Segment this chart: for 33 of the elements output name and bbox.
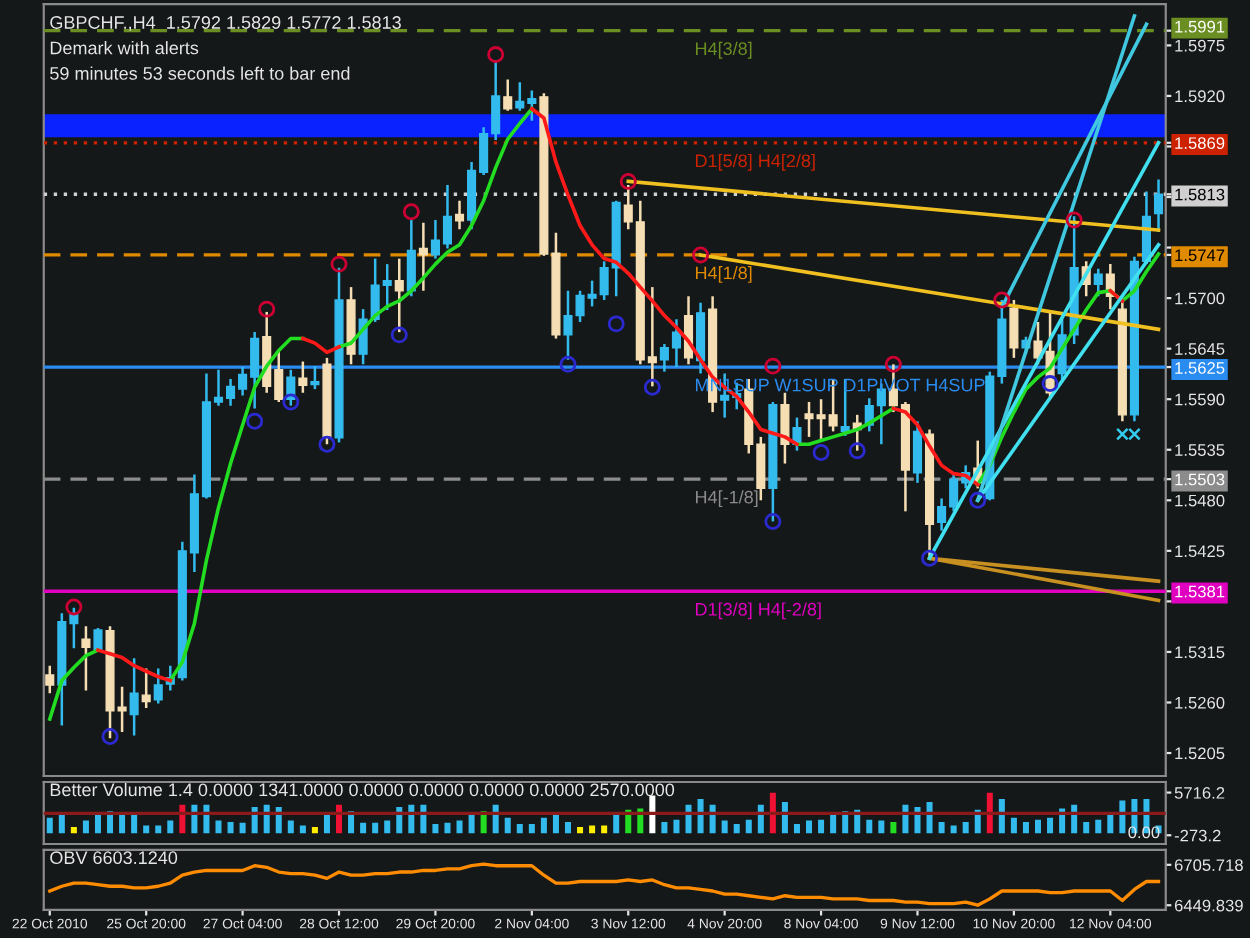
y-tick-label: 1.5590 [1175,393,1225,406]
y-tick-label: 5716.2 [1174,786,1225,799]
annotation: 59 minutes 53 seconds left to bar end [50,66,350,80]
ref-line-label: H4[-1/8] [695,490,758,508]
ref-line-label: D1[3/8] H4[-2/8] [695,602,821,620]
y-tick-label: 1.5381 [1175,585,1225,598]
y-tick-label: 1.5920 [1175,90,1225,103]
annotation: Demark with alerts [50,41,199,55]
y-tick-label: 1.5205 [1175,747,1225,760]
y-tick-label: 1.5813 [1175,188,1225,201]
y-tick-label: 1.5869 [1175,137,1225,150]
ref-line-label: H4[1/8] [695,266,752,283]
y-tick-label: 1.5315 [1175,646,1225,659]
text: GBPCHF.,H4 1.5792 1.5829 1.5772 1.5813 [50,16,401,32]
y-tick-label: 1.5747 [1175,249,1225,262]
y-tick-label: 1.5991 [1175,20,1225,33]
y-tick-label: -273.2 [1174,829,1221,842]
y-tick-label: 1.5425 [1175,545,1225,558]
y-tick-label: 6705.718 [1174,859,1243,872]
y-tick-label: 1.5975 [1175,39,1225,52]
chart-title: OBV 6603.1240 [50,851,178,865]
y-tick-label: 1.5645 [1175,343,1225,355]
ref-line-label: D1[5/8] H4[2/8] [695,153,815,171]
y-tick-label: 1.5480 [1175,494,1225,507]
y-tick-label: 6449.839 [1174,899,1243,912]
y-tick-label: 1.5535 [1175,444,1225,456]
ref-line-label: H4[3/8] [695,41,752,59]
y-tick-label: 1.5260 [1175,696,1225,709]
y-tick-label: 1.5625 [1175,362,1225,374]
y-tick-label: 1.5503 [1175,473,1225,486]
annotation: 0.00 [1128,826,1160,839]
chart-title: Better Volume 1.4 0.0000 1341.0000 0.0000 0.0000 0.0000 0.0000 2570.0000 [50,782,675,797]
y-tick-label: 1.5700 [1175,292,1225,305]
